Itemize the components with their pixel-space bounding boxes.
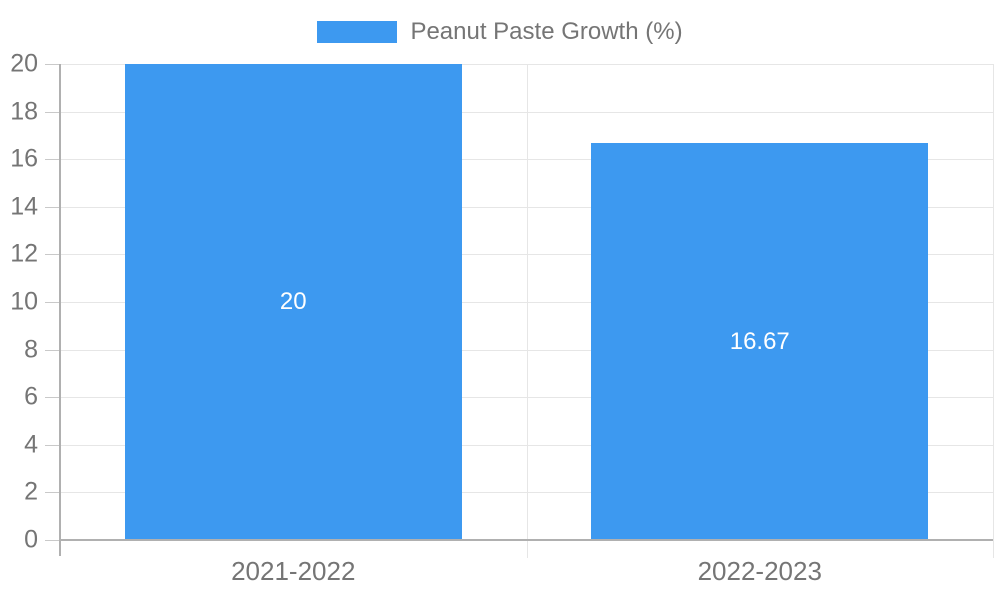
legend-swatch-icon <box>317 21 398 43</box>
y-axis-tick <box>45 492 60 494</box>
bar <box>124 64 462 540</box>
x-axis-category-label: 2021-2022 <box>231 556 356 586</box>
y-axis-tick-label: 12 <box>10 239 38 268</box>
legend-label: Peanut Paste Growth (%) <box>410 18 683 45</box>
y-axis-tick <box>45 111 60 113</box>
y-axis-tick-label: 2 <box>24 477 38 506</box>
y-axis-tick <box>45 159 60 161</box>
x-gridline <box>993 64 994 558</box>
x-axis-category-label: 2022-2023 <box>697 556 822 586</box>
y-axis-line <box>59 64 61 556</box>
y-axis-tick <box>45 302 60 303</box>
bar-data-label: 16.67 <box>729 327 790 355</box>
y-axis-tick-label: 8 <box>24 335 38 364</box>
y-axis-tick <box>45 540 60 541</box>
y-axis-tick-label: 6 <box>24 382 38 411</box>
y-axis-tick <box>45 444 60 446</box>
y-axis-tick <box>45 397 60 399</box>
y-axis-tick <box>45 254 60 256</box>
y-axis-tick-label: 18 <box>10 97 38 126</box>
bar <box>591 143 929 540</box>
x-axis-line <box>59 539 993 541</box>
y-axis-tick-label: 14 <box>10 192 38 221</box>
y-axis-tick-label: 10 <box>10 287 38 316</box>
y-axis-tick <box>45 206 60 208</box>
y-axis-tick-label: 0 <box>24 525 38 554</box>
bar-data-label: 20 <box>279 288 307 315</box>
y-axis-tick-label: 16 <box>10 144 38 173</box>
y-axis-tick <box>45 349 60 351</box>
y-axis-tick-label: 20 <box>10 49 38 78</box>
chart-legend[interactable]: Peanut Paste Growth (%) <box>0 18 1000 46</box>
y-axis-tick-label: 4 <box>24 430 38 459</box>
y-axis-tick <box>45 64 60 65</box>
x-gridline <box>526 64 528 558</box>
